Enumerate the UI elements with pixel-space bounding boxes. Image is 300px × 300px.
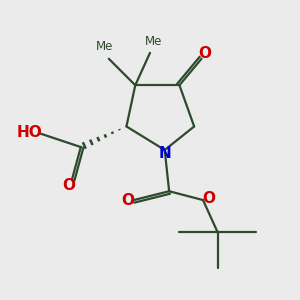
Text: O: O: [199, 46, 212, 61]
Text: N: N: [158, 146, 171, 161]
Text: Me: Me: [96, 40, 113, 53]
Text: Me: Me: [145, 34, 162, 47]
Text: HO: HO: [17, 125, 43, 140]
Text: O: O: [62, 178, 76, 193]
Text: O: O: [122, 193, 134, 208]
Text: O: O: [202, 191, 215, 206]
